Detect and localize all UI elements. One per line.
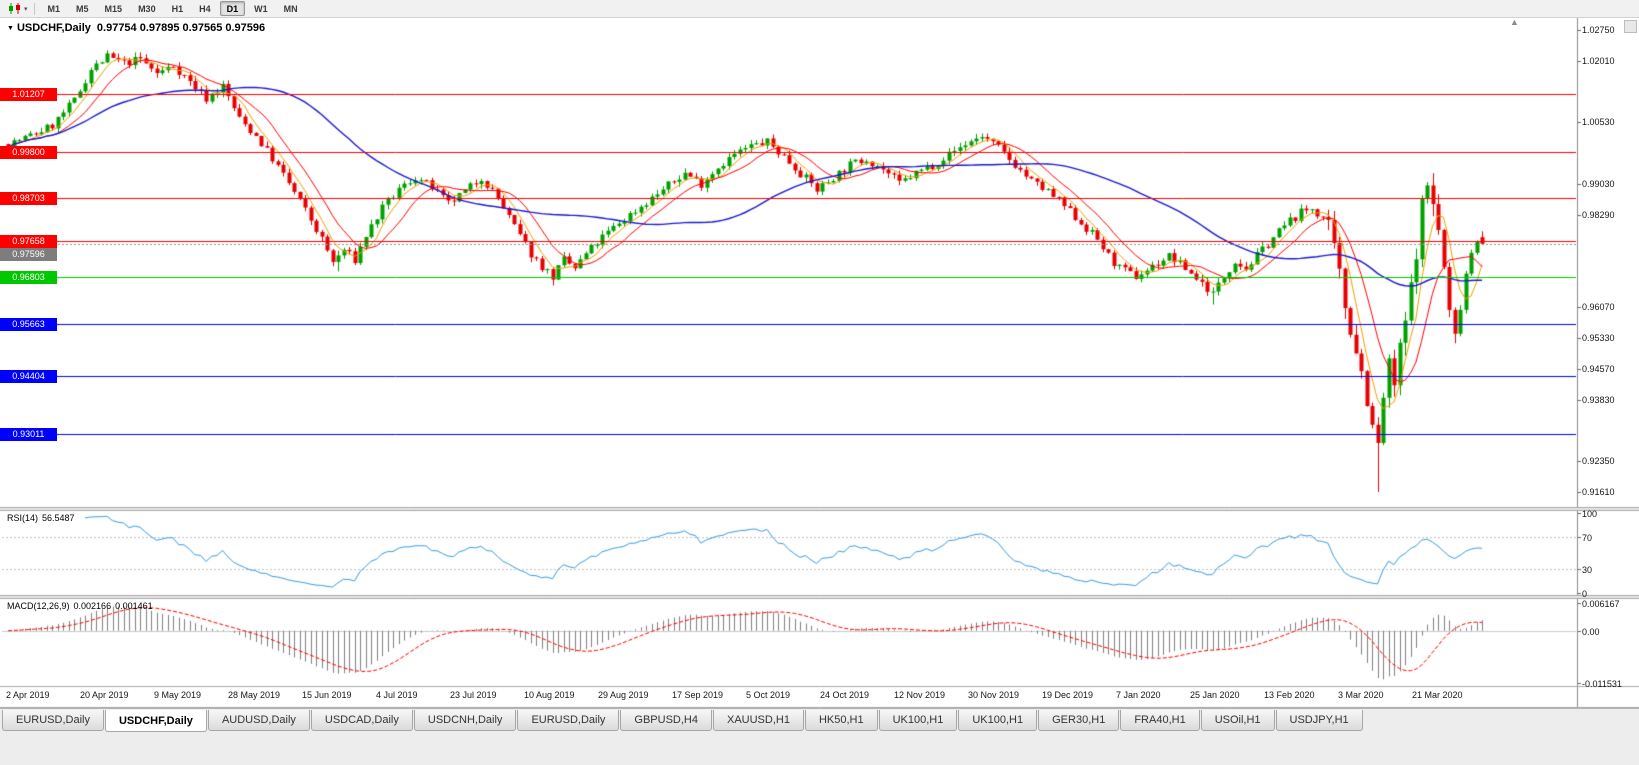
macd-indicator-label: MACD(12,26,9) 0.002166 0.001461: [7, 601, 153, 611]
timeframe-button-d1[interactable]: D1: [219, 1, 246, 16]
candlestick-chart-icon[interactable]: ▾: [4, 1, 31, 17]
date-axis-label: 15 Jun 2019: [302, 690, 352, 700]
date-axis-label: 30 Nov 2019: [968, 690, 1020, 700]
price-axis-tick: 1.00530: [1582, 117, 1615, 127]
timeframe-button-m15[interactable]: M15: [104, 3, 123, 14]
price-axis-tick: 1.02750: [1582, 25, 1615, 35]
chart-tab-ger30-h1-11[interactable]: GER30,H1: [1038, 710, 1120, 731]
chart-shift-icon[interactable]: ▲: [1510, 17, 1519, 27]
price-axis-tick: 0.96070: [1582, 302, 1615, 312]
chart-symbol-period: USDCHF,Daily: [16, 22, 91, 34]
date-axis-label: 17 Sep 2019: [672, 690, 724, 700]
price-axis-tick: 0.95330: [1582, 333, 1615, 343]
price-axis-tick: 0.98290: [1582, 210, 1615, 220]
level-price-box: 0.96803: [0, 271, 57, 284]
chart-tab-uk100-h1-10[interactable]: UK100,H1: [958, 710, 1038, 731]
rsi-axis-tick: 70: [1582, 533, 1593, 543]
date-axis-label: 12 Nov 2019: [894, 690, 946, 700]
timeframe-button-h4[interactable]: H4: [199, 3, 211, 14]
date-axis-label: 2 Apr 2019: [6, 690, 50, 700]
axis-corner-button[interactable]: [1624, 20, 1637, 33]
date-axis-label: 13 Feb 2020: [1264, 690, 1315, 700]
chart-tab-fra40-h1-12[interactable]: FRA40,H1: [1120, 710, 1200, 731]
price-chart-canvas[interactable]: [0, 18, 1639, 708]
current-price-box: 0.97596: [0, 248, 57, 261]
macd-axis-tick: -0.011531: [1582, 679, 1622, 689]
date-axis-label: 7 Jan 2020: [1116, 690, 1161, 700]
chart-marker-icon: ▼: [7, 25, 14, 32]
macd-name: MACD(12,26,9): [7, 601, 70, 611]
rsi-axis-tick: 100: [1582, 509, 1598, 519]
date-axis-label: 3 Mar 2020: [1338, 690, 1384, 700]
price-axis-tick: 0.99030: [1582, 179, 1615, 189]
timeframe-button-m1[interactable]: M1: [47, 3, 61, 14]
date-axis-label: 19 Dec 2019: [1042, 690, 1094, 700]
date-axis-label: 21 Mar 2020: [1412, 690, 1463, 700]
level-price-box: 0.94404: [0, 370, 57, 383]
date-axis-label: 24 Oct 2019: [820, 690, 870, 700]
timeframe-button-m5[interactable]: M5: [76, 3, 89, 14]
price-axis-tick: 0.93830: [1582, 395, 1615, 405]
timeframe-toolbar: ▾ M1 M5 M15 M30 H1 H4 D1 W1 MN: [0, 0, 1639, 18]
rsi-name: RSI(14): [7, 513, 39, 523]
date-axis-label: 5 Oct 2019: [746, 690, 791, 700]
rsi-value: 56.5487: [42, 513, 75, 523]
chart-tab-usdcad-daily-3[interactable]: USDCAD,Daily: [310, 710, 413, 731]
chart-tab-uk100-h1-9[interactable]: UK100,H1: [878, 710, 958, 731]
chart-tab-bar: EURUSD,Daily USDCHF,Daily AUDUSD,Daily USDC…: [2, 710, 1364, 732]
date-axis-label: 25 Jan 2020: [1190, 690, 1240, 700]
date-axis-label: 10 Aug 2019: [524, 690, 575, 700]
timeframe-button-mn[interactable]: MN: [283, 3, 298, 14]
chart-ohlc-values: 0.97754 0.97895 0.97565 0.97596: [96, 22, 266, 34]
rsi-indicator-label: RSI(14) 56.5487: [7, 513, 75, 523]
level-price-box: 0.99800: [0, 146, 57, 159]
chart-tab-usdjpy-h1-14[interactable]: USDJPY,H1: [1275, 710, 1363, 731]
date-axis-label: 20 Apr 2019: [80, 690, 129, 700]
bottom-bar: EURUSD,Daily USDCHF,Daily AUDUSD,Daily USDC…: [0, 708, 1639, 765]
chart-tab-usdcnh-daily-4[interactable]: USDCNH,Daily: [413, 710, 517, 731]
price-axis-tick: 1.02010: [1582, 56, 1615, 66]
chart-tab-usoil-h1-13[interactable]: USOil,H1: [1200, 710, 1275, 731]
date-axis-label: 4 Jul 2019: [376, 690, 418, 700]
date-axis-label: 23 Jul 2019: [450, 690, 497, 700]
price-axis-tick: 0.91610: [1582, 487, 1615, 497]
level-price-box: 1.01207: [0, 88, 57, 101]
date-axis-label: 29 Aug 2019: [598, 690, 649, 700]
candlestick-glyph: [9, 3, 20, 14]
macd-signal-value: 0.001461: [115, 601, 153, 611]
macd-main-value: 0.002166: [73, 601, 112, 611]
date-axis-label: 9 May 2019: [154, 690, 202, 700]
level-price-box: 0.97658: [0, 235, 57, 248]
chevron-down-icon: ▾: [24, 5, 28, 13]
rsi-axis-tick: 0: [1582, 589, 1588, 599]
chart-tab-hk50-h1-8[interactable]: HK50,H1: [804, 710, 878, 731]
macd-axis-tick: 0.006167: [1582, 599, 1620, 609]
chart-tab-gbpusd-h4-6[interactable]: GBPUSD,H4: [620, 710, 712, 731]
macd-axis-tick: 0.00: [1582, 627, 1600, 637]
chart-title: ▼ USDCHF,Daily 0.97754 0.97895 0.97565 0.9…: [7, 22, 265, 34]
chart-window: ▼ USDCHF,Daily 0.97754 0.97895 0.97565 0.9…: [0, 17, 1639, 708]
chart-tab-eurusd-daily-5[interactable]: EURUSD,Daily: [517, 710, 620, 731]
chart-tab-eurusd-daily-0[interactable]: EURUSD,Daily: [2, 710, 104, 731]
date-axis-label: 28 May 2019: [228, 690, 281, 700]
level-price-box: 0.95663: [0, 318, 57, 331]
timeframe-button-h1[interactable]: H1: [171, 3, 184, 14]
level-price-box: 0.93011: [0, 428, 57, 441]
timeframe-buttons: M1 M5 M15 M30 H1 H4 D1 W1 MN: [40, 1, 306, 16]
rsi-axis-tick: 30: [1582, 565, 1593, 575]
chart-tab-audusd-daily-2[interactable]: AUDUSD,Daily: [207, 710, 310, 731]
price-axis-tick: 0.94570: [1582, 364, 1615, 374]
chart-tab-usdchf-daily-1[interactable]: USDCHF,Daily: [104, 710, 207, 732]
toolbar-separator: [33, 2, 35, 15]
chart-tab-xauusd-h1-7[interactable]: XAUUSD,H1: [712, 710, 804, 731]
price-axis-tick: 0.92350: [1582, 456, 1615, 466]
timeframe-button-m30[interactable]: M30: [138, 3, 156, 14]
timeframe-button-w1[interactable]: W1: [254, 3, 268, 14]
level-price-box: 0.98703: [0, 192, 57, 205]
